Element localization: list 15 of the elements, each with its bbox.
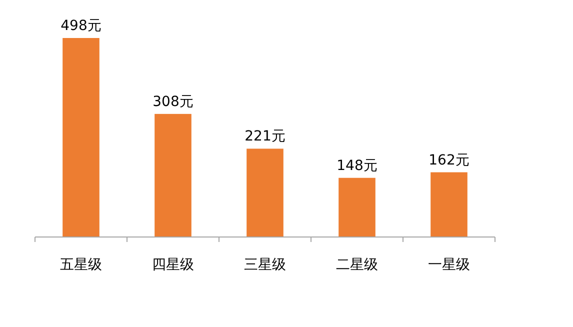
x-tick-label: 三星级 (244, 257, 286, 273)
x-tick-label: 一星级 (428, 257, 470, 273)
data-label: 162元 (428, 152, 470, 168)
data-label: 498元 (60, 18, 102, 34)
data-label: 221元 (244, 128, 286, 145)
bar (62, 38, 100, 237)
data-label: 308元 (152, 94, 194, 110)
bar (338, 178, 376, 237)
x-tick-label: 五星级 (60, 257, 102, 273)
bar (430, 172, 468, 237)
bar (154, 114, 192, 237)
data-label: 148元 (336, 158, 378, 174)
x-tick-label: 四星级 (152, 257, 194, 273)
x-tick-label: 二星级 (336, 257, 378, 273)
bar (246, 148, 284, 237)
